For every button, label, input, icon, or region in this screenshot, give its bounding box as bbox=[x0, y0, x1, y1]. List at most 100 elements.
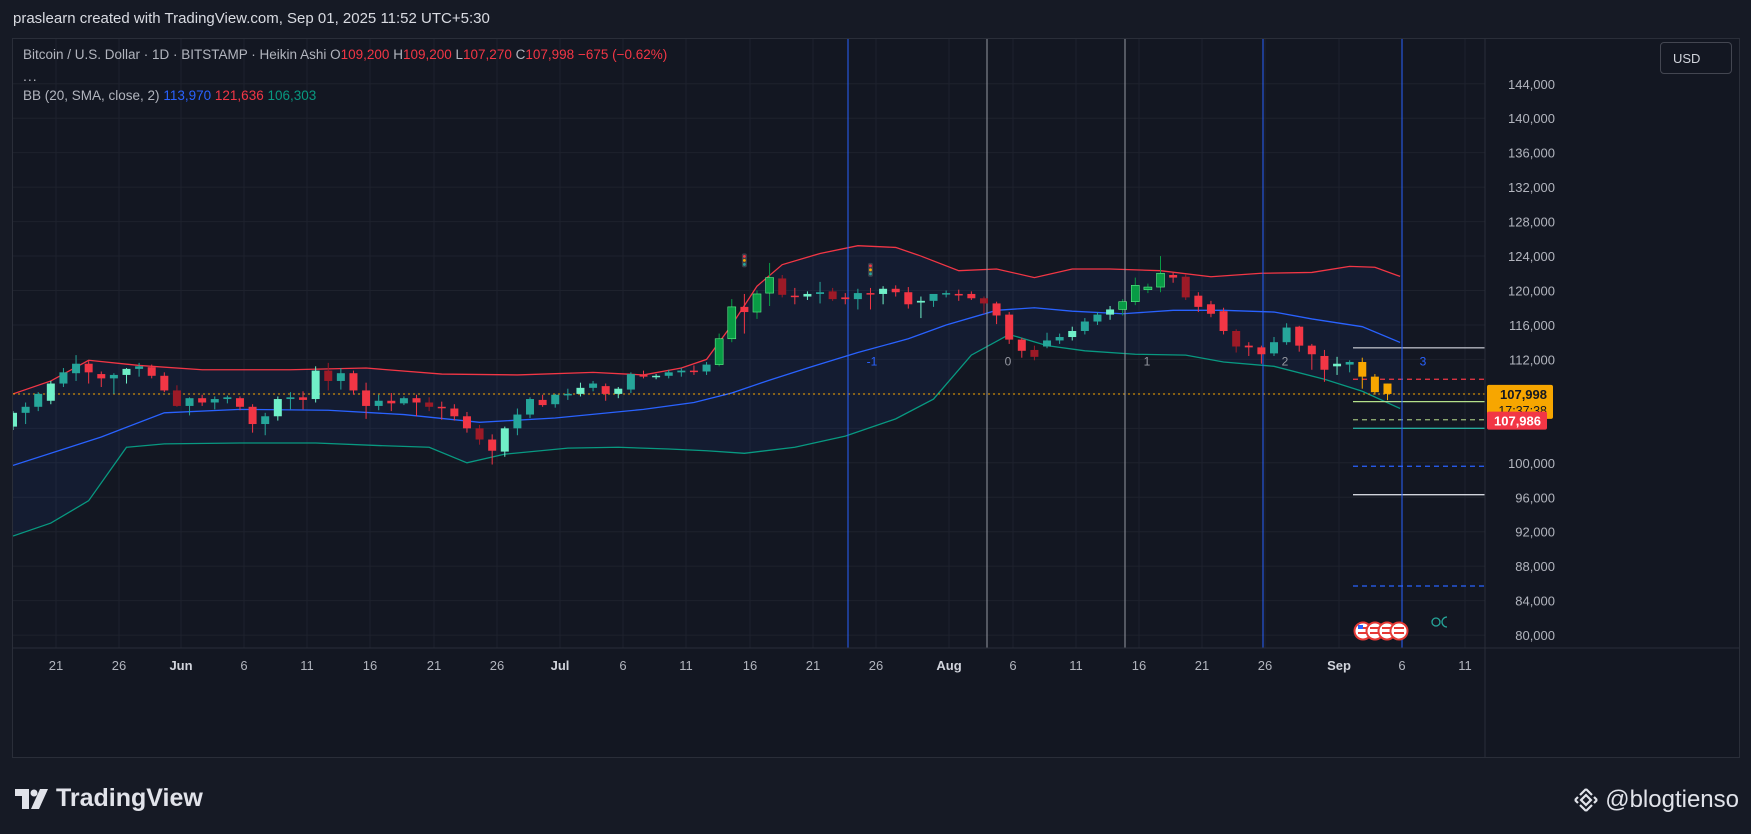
candle-body[interactable] bbox=[374, 400, 383, 406]
candle-body[interactable] bbox=[1130, 285, 1140, 303]
candle-body[interactable] bbox=[790, 295, 799, 298]
candle-body[interactable] bbox=[1118, 301, 1127, 310]
candle-body[interactable] bbox=[1206, 304, 1215, 314]
candle-body[interactable] bbox=[122, 368, 131, 375]
candle-body[interactable] bbox=[399, 398, 408, 404]
us-flag-event-icon[interactable] bbox=[1389, 621, 1409, 641]
candle-body[interactable] bbox=[488, 439, 497, 451]
candle-body[interactable] bbox=[1030, 349, 1039, 357]
candle-body[interactable] bbox=[601, 386, 610, 394]
candle-body[interactable] bbox=[1017, 339, 1026, 351]
candle-body[interactable] bbox=[59, 372, 68, 384]
candle-body[interactable] bbox=[589, 383, 598, 388]
candle-body[interactable] bbox=[387, 400, 396, 404]
candle-body[interactable] bbox=[462, 416, 471, 429]
symbol-legend[interactable]: Bitcoin / U.S. Dollar · 1D · BITSTAMP · … bbox=[23, 47, 667, 62]
candle-body[interactable] bbox=[223, 397, 232, 400]
sun-moon-icon[interactable] bbox=[1431, 616, 1448, 628]
candle-body[interactable] bbox=[904, 292, 913, 305]
candle-body[interactable] bbox=[273, 399, 282, 417]
chart-frame[interactable]: -1 0 1 2 3 144,000 140,000 136,000 132,000 128,00… bbox=[12, 38, 1740, 758]
candle-body[interactable] bbox=[84, 363, 93, 373]
candle-body[interactable] bbox=[324, 370, 333, 381]
candle-body[interactable] bbox=[866, 293, 875, 295]
candle-body[interactable] bbox=[1005, 314, 1014, 340]
candle-body[interactable] bbox=[752, 293, 762, 313]
candle-body[interactable] bbox=[336, 373, 345, 381]
candle-body[interactable] bbox=[185, 398, 194, 406]
candle-body[interactable] bbox=[916, 300, 925, 303]
candle-body[interactable] bbox=[576, 387, 585, 394]
candle-body[interactable] bbox=[652, 375, 661, 378]
candle-body[interactable] bbox=[967, 293, 976, 299]
candle-body[interactable] bbox=[740, 306, 749, 313]
candle-body[interactable] bbox=[727, 306, 737, 340]
candle-body[interactable] bbox=[1295, 326, 1304, 346]
price-axis[interactable]: 144,000 140,000 136,000 132,000 128,000 124,0… bbox=[1508, 77, 1555, 643]
candle-body[interactable] bbox=[500, 428, 509, 452]
candle-body[interactable] bbox=[689, 370, 698, 373]
candle-body[interactable] bbox=[853, 293, 862, 300]
legend-more-button[interactable]: ... bbox=[23, 68, 38, 84]
candle-body[interactable] bbox=[135, 366, 144, 369]
candle-body[interactable] bbox=[551, 394, 560, 405]
candle-body[interactable] bbox=[942, 293, 951, 295]
candle-body[interactable] bbox=[210, 399, 219, 403]
candle-body[interactable] bbox=[979, 298, 988, 304]
candle-body[interactable] bbox=[1194, 295, 1203, 307]
candle-body[interactable] bbox=[778, 278, 787, 295]
candle-body[interactable] bbox=[1282, 327, 1291, 343]
candle-body[interactable] bbox=[1156, 272, 1165, 288]
candle-body[interactable] bbox=[526, 399, 535, 415]
candle-body[interactable] bbox=[803, 293, 812, 297]
candle-body[interactable] bbox=[929, 293, 938, 301]
candle-body[interactable] bbox=[72, 363, 81, 374]
candle-body[interactable] bbox=[891, 288, 900, 293]
candle-body[interactable] bbox=[450, 408, 459, 417]
candle-body[interactable] bbox=[677, 370, 686, 373]
candle-body[interactable] bbox=[34, 393, 43, 407]
candle-body[interactable] bbox=[1093, 314, 1102, 322]
candle-body[interactable] bbox=[286, 397, 295, 400]
signal-icon[interactable] bbox=[741, 253, 747, 268]
candle-body[interactable] bbox=[299, 397, 308, 400]
candle-body[interactable] bbox=[1068, 330, 1077, 338]
candle-body[interactable] bbox=[1257, 347, 1266, 355]
candle-body[interactable] bbox=[1219, 311, 1228, 331]
candle-body[interactable] bbox=[362, 390, 371, 406]
candle-body[interactable] bbox=[109, 374, 118, 379]
candle-body[interactable] bbox=[992, 303, 1001, 316]
candle-body[interactable] bbox=[147, 367, 156, 376]
candle-body[interactable] bbox=[261, 416, 270, 425]
candle-body[interactable] bbox=[1307, 345, 1316, 355]
candle-body[interactable] bbox=[879, 288, 888, 294]
candle-body[interactable] bbox=[1358, 362, 1367, 377]
candle-body[interactable] bbox=[412, 398, 421, 403]
candle-body[interactable] bbox=[1320, 355, 1329, 370]
bb-legend[interactable]: BB (20, SMA, close, 2) 113,970 121,636 1… bbox=[23, 88, 316, 103]
candle-body[interactable] bbox=[639, 374, 648, 377]
candle-body[interactable] bbox=[1270, 342, 1278, 354]
candle-body[interactable] bbox=[172, 390, 181, 406]
candle-body[interactable] bbox=[235, 398, 244, 407]
candle-body[interactable] bbox=[425, 402, 434, 407]
candle-body[interactable] bbox=[816, 292, 825, 294]
signal-icon[interactable] bbox=[867, 262, 873, 277]
current-price-label-bg[interactable] bbox=[1487, 384, 1553, 419]
candle-body[interactable] bbox=[714, 338, 724, 365]
candle-body[interactable] bbox=[1143, 286, 1153, 290]
candle-body[interactable] bbox=[1383, 383, 1392, 394]
candle-body[interactable] bbox=[1055, 337, 1064, 341]
candle-body[interactable] bbox=[841, 297, 850, 300]
candle-body[interactable] bbox=[1181, 276, 1190, 298]
bb-indicator-name[interactable]: BB (20, SMA, close, 2) bbox=[23, 88, 160, 103]
candle-body[interactable] bbox=[614, 388, 623, 394]
candle-body[interactable] bbox=[1244, 345, 1253, 348]
tradingview-logo[interactable]: TradingView bbox=[15, 784, 203, 813]
candle-body[interactable] bbox=[349, 373, 358, 391]
candle-body[interactable] bbox=[97, 374, 106, 379]
candle-body[interactable] bbox=[13, 412, 17, 427]
symbol-name[interactable]: Bitcoin / U.S. Dollar · 1D · BITSTAMP · … bbox=[23, 47, 327, 62]
candle-body[interactable] bbox=[626, 374, 635, 390]
candle-body[interactable] bbox=[702, 364, 711, 372]
